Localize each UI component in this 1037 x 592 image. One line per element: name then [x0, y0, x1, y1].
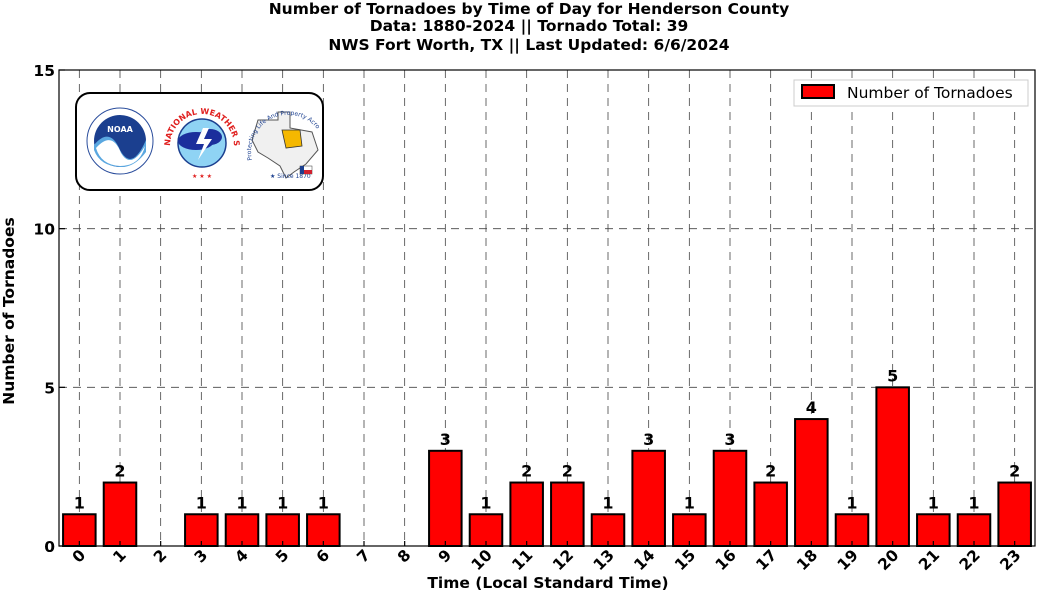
chart-title-line-3: NWS Fort Worth, TX || Last Updated: 6/6/…	[328, 36, 729, 55]
bar	[875, 386, 910, 548]
x-tick-label: 10	[468, 546, 496, 574]
wfo-since-text: ★ Since 1870	[270, 173, 311, 180]
legend-label: Number of Tornadoes	[847, 84, 1013, 102]
x-tick-label: 13	[590, 546, 618, 574]
bar	[184, 513, 219, 547]
bar-value-label: 5	[887, 366, 898, 385]
noaa-gull-shape	[96, 140, 145, 166]
x-tick-label: 15	[671, 546, 699, 574]
bar	[753, 481, 788, 547]
bar	[631, 449, 666, 547]
texas-flag-stripe	[300, 166, 304, 174]
y-axis-ticks: 0 5 10 15	[33, 62, 65, 556]
bar-value-label: 1	[318, 493, 329, 512]
data-labels: 1 2 1 1 1 1 3 1 2 2 1 3 1 3 2 4 1 5 1 1 2	[74, 366, 1020, 512]
bar-value-label: 2	[765, 462, 776, 481]
chart-title-line-1: Number of Tornadoes by Time of Day for H…	[269, 0, 790, 18]
x-tick-label: 1	[109, 546, 129, 566]
bar-value-label: 1	[684, 493, 695, 512]
x-tick-label: 19	[834, 546, 862, 574]
bar-value-label: 1	[928, 493, 939, 512]
bars	[62, 386, 1032, 548]
x-tick-label: 16	[712, 546, 740, 574]
x-tick-label: 4	[231, 546, 252, 567]
bar-value-label: 2	[114, 462, 125, 481]
nws-star-row: ★ ★ ★	[192, 173, 212, 180]
bar	[672, 513, 707, 547]
bar-value-label: 2	[1009, 462, 1020, 481]
bar-value-label: 1	[846, 493, 857, 512]
bar-value-label: 2	[562, 462, 573, 481]
bar	[265, 513, 300, 547]
bar-value-label: 3	[724, 430, 735, 449]
texas-flag-red	[304, 170, 312, 174]
x-tick-label: 14	[631, 546, 659, 574]
x-tick-label: 6	[313, 546, 333, 566]
bar	[712, 449, 748, 547]
bar-value-label: 1	[480, 493, 491, 512]
logo-box: NOAA NATIONAL WEATHER SERVICE ★ ★ ★ P	[0, 0, 324, 191]
x-tick-label: 18	[793, 546, 821, 574]
noaa-wordmark: NOAA	[107, 125, 133, 134]
north-texas-highlight	[281, 129, 303, 149]
bar-value-label: 1	[74, 493, 85, 512]
x-tick-label: 23	[997, 546, 1025, 574]
bar	[306, 513, 341, 547]
bar-value-label: 1	[236, 493, 247, 512]
x-tick-label: 8	[394, 546, 414, 566]
chart-title-line-2: Data: 1880-2024 || Tornado Total: 39	[370, 17, 689, 36]
x-tick-label: 17	[753, 546, 781, 574]
bar-value-label: 4	[806, 398, 817, 417]
bar	[509, 481, 544, 547]
x-tick-label: 5	[272, 546, 292, 566]
y-tick-label: 0	[44, 538, 55, 556]
x-tick-label: 22	[956, 546, 984, 574]
bar	[794, 418, 829, 548]
legend-swatch	[801, 84, 835, 99]
x-tick-label: 20	[875, 546, 903, 574]
x-axis-title: Time (Local Standard Time)	[427, 574, 668, 592]
x-tick-label: 12	[549, 546, 577, 574]
y-axis-title: Number of Tornadoes	[0, 217, 18, 404]
nws-lightning-shape	[196, 128, 212, 160]
y-tick-label: 15	[33, 62, 55, 80]
bar	[997, 481, 1032, 547]
bar-value-label: 3	[643, 430, 654, 449]
bar-value-label: 1	[277, 493, 288, 512]
x-tick-label: 7	[353, 546, 373, 566]
y-tick-label: 5	[44, 379, 55, 397]
x-tick-label: 2	[150, 546, 170, 566]
bar-value-label: 3	[440, 430, 451, 449]
bar	[428, 449, 463, 547]
x-tick-label: 3	[191, 546, 211, 566]
bar	[468, 513, 504, 547]
bar	[102, 481, 138, 547]
legend: Number of Tornadoes	[793, 79, 1029, 107]
x-tick-label: 9	[435, 546, 455, 566]
x-tick-label: 0	[69, 546, 90, 567]
x-tick-label: 11	[509, 546, 537, 574]
bar	[62, 513, 97, 547]
plot-frame	[58, 69, 1036, 547]
bar-value-label: 1	[602, 493, 613, 512]
bar-value-label: 2	[521, 462, 532, 481]
noaa-logo: NOAA	[86, 107, 154, 175]
x-tick-label: 21	[915, 546, 943, 574]
bar-value-label: 1	[196, 493, 207, 512]
bar-value-label: 1	[968, 493, 979, 512]
y-tick-label: 10	[33, 221, 55, 239]
bar	[550, 481, 585, 547]
